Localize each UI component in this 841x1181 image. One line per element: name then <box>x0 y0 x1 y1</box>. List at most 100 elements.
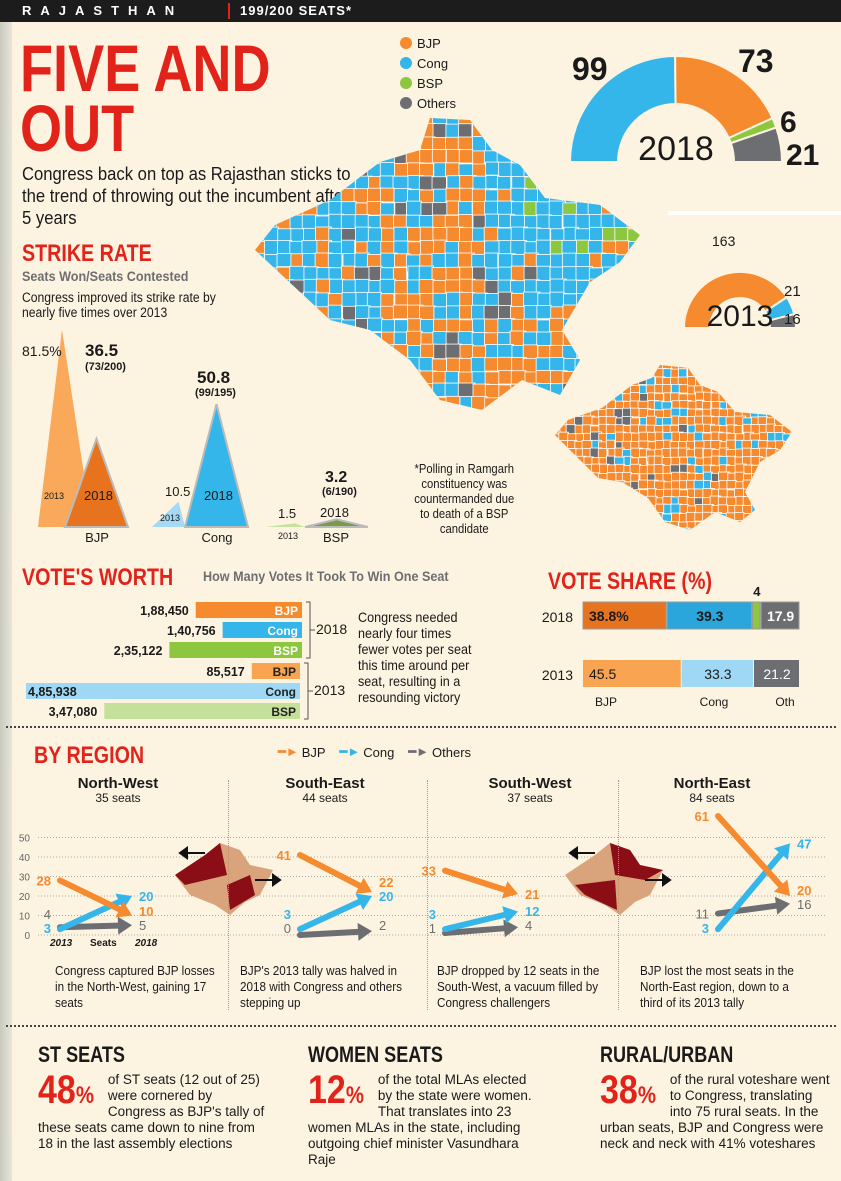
x-label: 2013 <box>49 938 73 949</box>
map-constituency <box>255 267 268 283</box>
map-constituency <box>576 162 594 178</box>
map-constituency <box>627 201 640 218</box>
y-tick: 10 <box>19 912 31 923</box>
map-constituency <box>459 227 474 244</box>
map-constituency <box>255 383 267 400</box>
share-year: 2018 <box>542 609 573 625</box>
map-constituency <box>276 395 293 410</box>
map-constituency <box>750 365 761 371</box>
region-arrow-bjp <box>57 877 123 913</box>
map-constituency <box>710 367 724 380</box>
map-constituency <box>751 392 764 403</box>
map-constituency <box>565 480 577 491</box>
region-value-2018: 22 <box>379 875 393 890</box>
y-tick: 40 <box>19 853 31 864</box>
map-constituency <box>575 317 591 333</box>
map-constituency <box>263 136 279 152</box>
map-constituency <box>263 267 279 283</box>
map-constituency <box>613 163 630 179</box>
map-constituency <box>751 504 764 514</box>
map-constituency <box>566 472 578 485</box>
donut-label: 99 <box>572 51 608 87</box>
map-constituency <box>743 513 754 523</box>
map-constituency <box>342 397 360 410</box>
map-constituency <box>711 365 721 373</box>
map-constituency <box>555 513 563 525</box>
map-constituency <box>790 424 792 436</box>
map-constituency <box>264 278 282 295</box>
map-constituency <box>380 136 395 152</box>
map-constituency <box>523 408 538 410</box>
map-constituency <box>537 136 556 154</box>
map-constituency <box>288 136 305 153</box>
map-constituency <box>328 357 345 374</box>
map-constituency <box>773 473 784 486</box>
region-name: South-West <box>488 775 571 792</box>
map-constituency <box>342 162 360 178</box>
map-constituency <box>622 375 634 385</box>
share-axis-label: Cong <box>700 695 729 709</box>
map-constituency <box>587 188 605 206</box>
map-constituency <box>750 496 762 507</box>
map-constituency <box>591 368 603 378</box>
party-legend: BJP Cong BSP Others <box>400 33 456 113</box>
map-constituency <box>598 520 610 530</box>
map-constituency <box>582 384 592 394</box>
map-constituency <box>597 479 607 491</box>
map-constituency <box>775 488 788 499</box>
map-constituency <box>639 201 640 219</box>
map-constituency <box>751 473 762 485</box>
triangle-bjp-2013 <box>38 329 92 527</box>
map-constituency <box>549 408 567 410</box>
map-constituency <box>566 393 578 404</box>
map-constituency <box>276 356 294 375</box>
map-constituency <box>431 149 447 164</box>
map-constituency <box>637 521 651 530</box>
map-constituency <box>433 409 448 410</box>
worth-bar-label: BSP <box>273 644 298 658</box>
map-constituency <box>566 520 578 530</box>
y-tick: 30 <box>19 873 31 884</box>
map-constituency <box>582 496 594 509</box>
region-legend: ━► BJP ━► Cong ━► Others <box>278 742 471 762</box>
map-constituency <box>589 365 601 374</box>
map-constituency <box>774 376 785 389</box>
map-constituency <box>558 497 571 510</box>
seats-label: 199/200 SEATS* <box>240 3 353 18</box>
map-constituency <box>366 201 383 216</box>
map-constituency <box>607 480 618 491</box>
map-constituency <box>255 396 266 410</box>
map-constituency <box>523 150 539 167</box>
year-label: 2013 <box>278 531 298 541</box>
map-constituency <box>647 505 657 517</box>
map-constituency <box>589 497 599 508</box>
direction-arrow-icon <box>645 873 672 887</box>
by-region-title: BY REGION <box>34 742 145 769</box>
map-constituency <box>613 304 629 322</box>
map-constituency <box>314 332 329 348</box>
map-constituency <box>602 163 620 180</box>
map-constituency <box>606 365 616 371</box>
legend-others-arrow: ━► Others <box>408 742 471 762</box>
map-constituency <box>524 137 541 153</box>
map-constituency <box>563 279 579 294</box>
share-label: 38.8% <box>589 608 629 624</box>
map-constituency <box>775 384 785 395</box>
region-value-2013: 4 <box>44 907 51 922</box>
map-constituency <box>766 376 779 388</box>
region-summary: BJP lost the most seats in the North-Eas… <box>640 963 794 1010</box>
map-constituency <box>304 410 321 425</box>
map-constituency <box>790 392 792 402</box>
map-constituency <box>614 463 626 474</box>
map-constituency <box>782 401 792 411</box>
map-constituency <box>471 304 486 321</box>
map-constituency <box>757 505 767 518</box>
map-constituency <box>574 472 585 486</box>
map-constituency <box>767 480 779 493</box>
map-constituency <box>582 528 593 530</box>
legend-label: Cong <box>417 55 449 71</box>
region-arrowhead-cong <box>115 893 132 911</box>
map-constituency <box>510 370 527 385</box>
map-constituency <box>555 465 562 476</box>
